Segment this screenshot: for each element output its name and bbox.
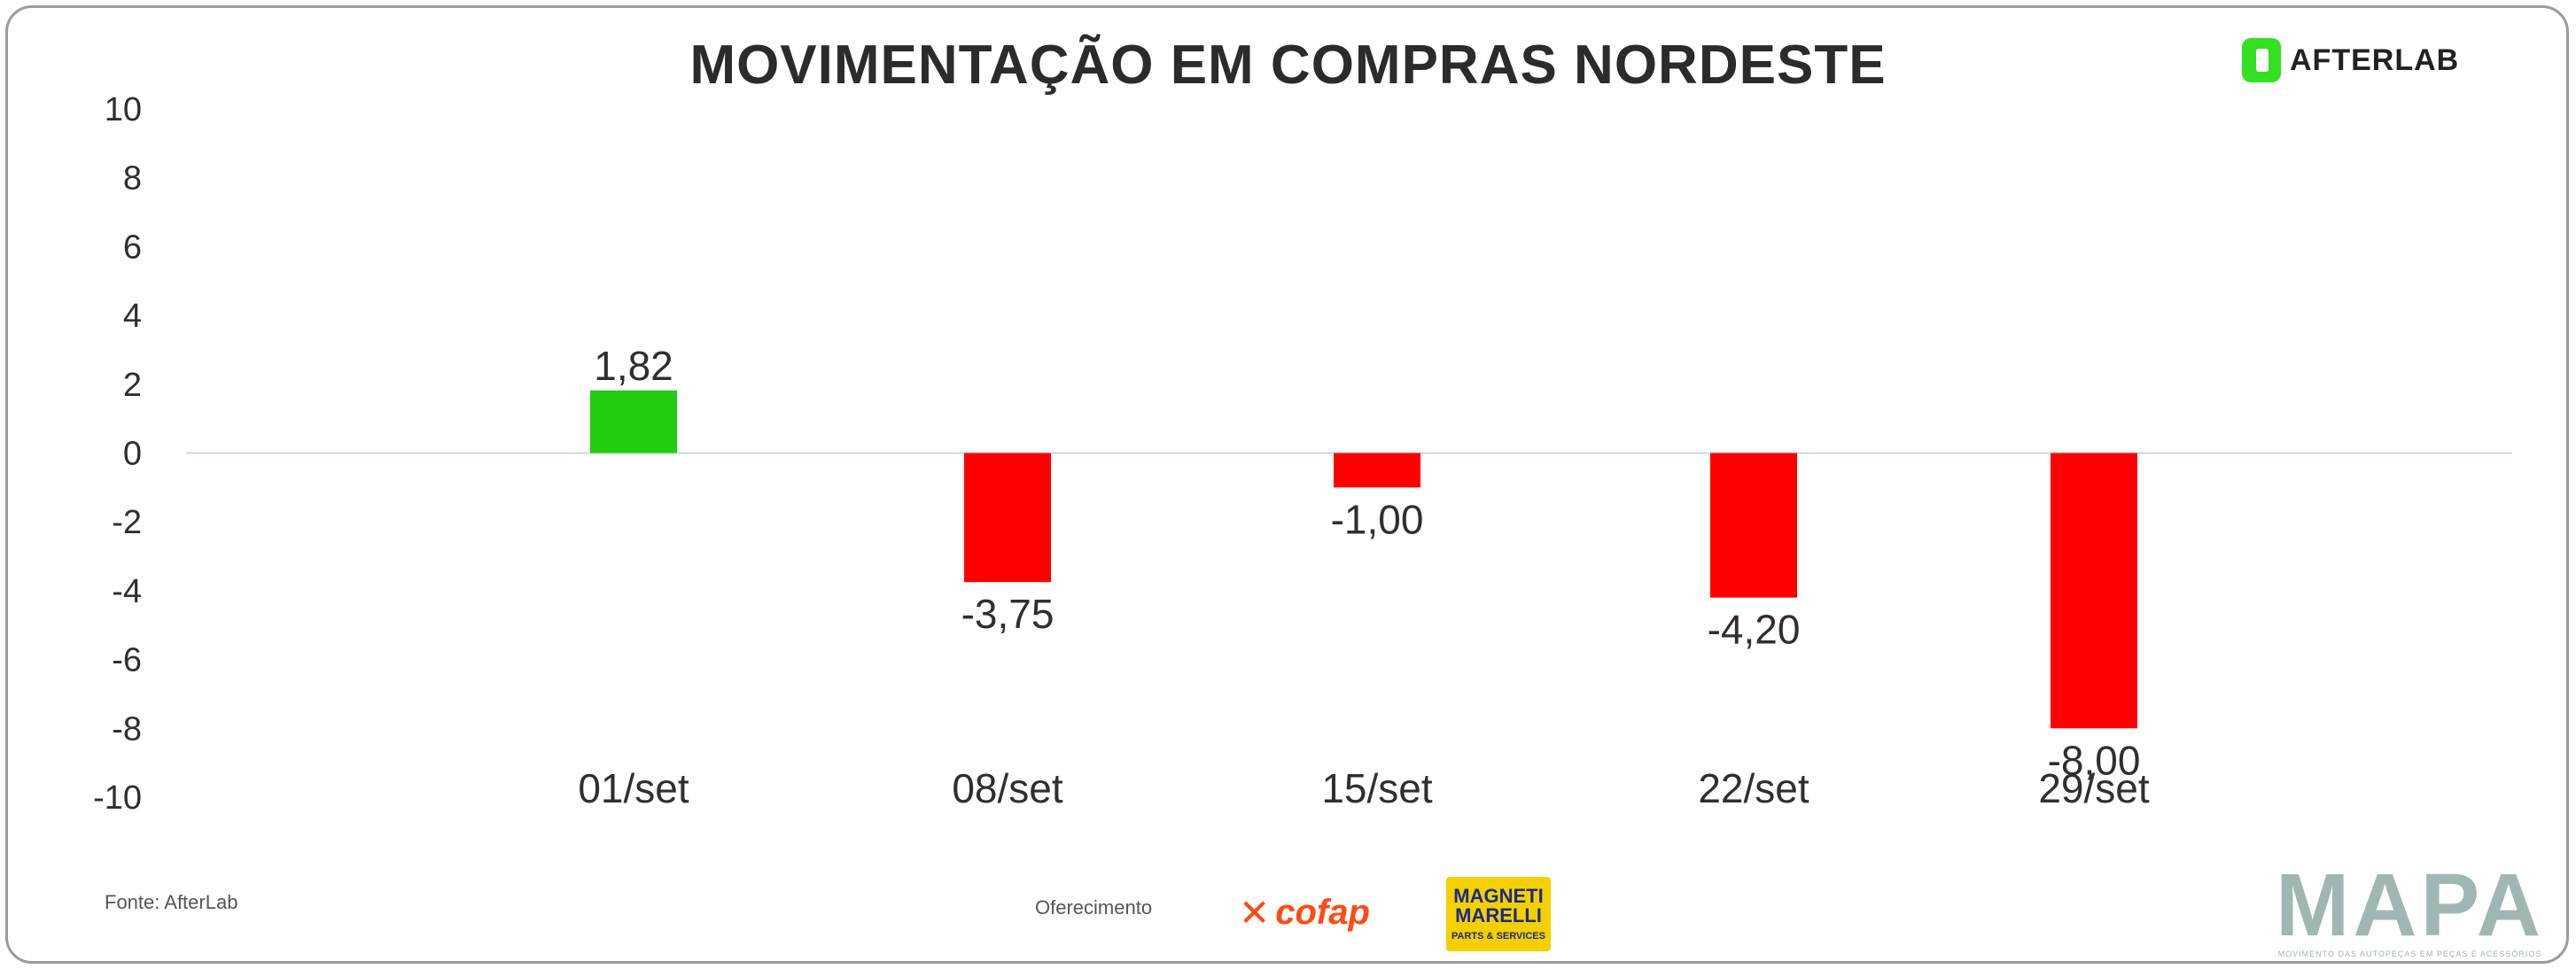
x-tick-label: 08/set xyxy=(952,765,1063,811)
magneti-marelli-logo: MAGNETI MARELLI PARTS & SERVICES xyxy=(1446,877,1551,951)
x-tick-label: 15/set xyxy=(1321,765,1433,811)
y-tick-label: 4 xyxy=(123,298,142,335)
mapa-logo-text: MAPA xyxy=(2276,856,2545,955)
x-tick-label: 29/set xyxy=(2038,765,2150,811)
bar xyxy=(2051,453,2137,729)
x-tick-label: 22/set xyxy=(1698,765,1809,811)
y-tick-label: 8 xyxy=(123,160,142,198)
y-tick-label: -4 xyxy=(112,573,142,610)
source-note: Fonte: AfterLab xyxy=(105,891,238,913)
cofap-logo: ✕ cofap xyxy=(1239,891,1370,934)
y-tick-label: 10 xyxy=(105,91,142,128)
afterlab-logo-text: AFTERLAB xyxy=(2290,43,2460,77)
afterlab-logo: AFTERLAB xyxy=(2242,34,2459,87)
y-tick-label: 2 xyxy=(123,367,142,404)
y-tick-label: -6 xyxy=(112,642,142,679)
y-tick-label: 6 xyxy=(123,229,142,266)
bar xyxy=(1710,453,1797,598)
data-label: -3,75 xyxy=(961,591,1055,637)
y-tick-label: -10 xyxy=(93,779,142,817)
mapa-logo: MAPA MOVIMENTO DAS AUTOPEÇAS EM PEÇAS E … xyxy=(2276,861,2544,958)
magneti-marelli-subtitle: PARTS & SERVICES xyxy=(1451,931,1545,942)
cofap-mark-icon: ✕ xyxy=(1239,892,1271,934)
data-label: -8,00 xyxy=(2048,737,2141,783)
mapa-tagline: MOVIMENTO DAS AUTOPEÇAS EM PEÇAS E ACESS… xyxy=(2277,950,2542,958)
y-tick-label: 0 xyxy=(123,436,142,473)
afterlab-logo-mark-icon xyxy=(2242,38,2281,82)
bar xyxy=(590,390,677,453)
bar xyxy=(964,453,1051,583)
data-label: -1,00 xyxy=(1331,496,1424,542)
y-tick-label: -2 xyxy=(112,504,142,541)
data-label: -4,20 xyxy=(1708,607,1801,653)
bar xyxy=(1334,453,1420,488)
magneti-marelli-logo-text: MAGNETI MARELLI xyxy=(1453,885,1544,926)
cofap-logo-text: cofap xyxy=(1275,893,1370,932)
chart-title: MOVIMENTAÇÃO EM COMPRAS NORDESTE xyxy=(689,35,1887,96)
data-label: 1,82 xyxy=(594,343,673,389)
chart-frame xyxy=(5,5,2569,964)
y-tick-label: -8 xyxy=(112,710,142,748)
sponsor-label: Oferecimento xyxy=(1035,896,1153,919)
x-tick-label: 01/set xyxy=(578,765,689,811)
